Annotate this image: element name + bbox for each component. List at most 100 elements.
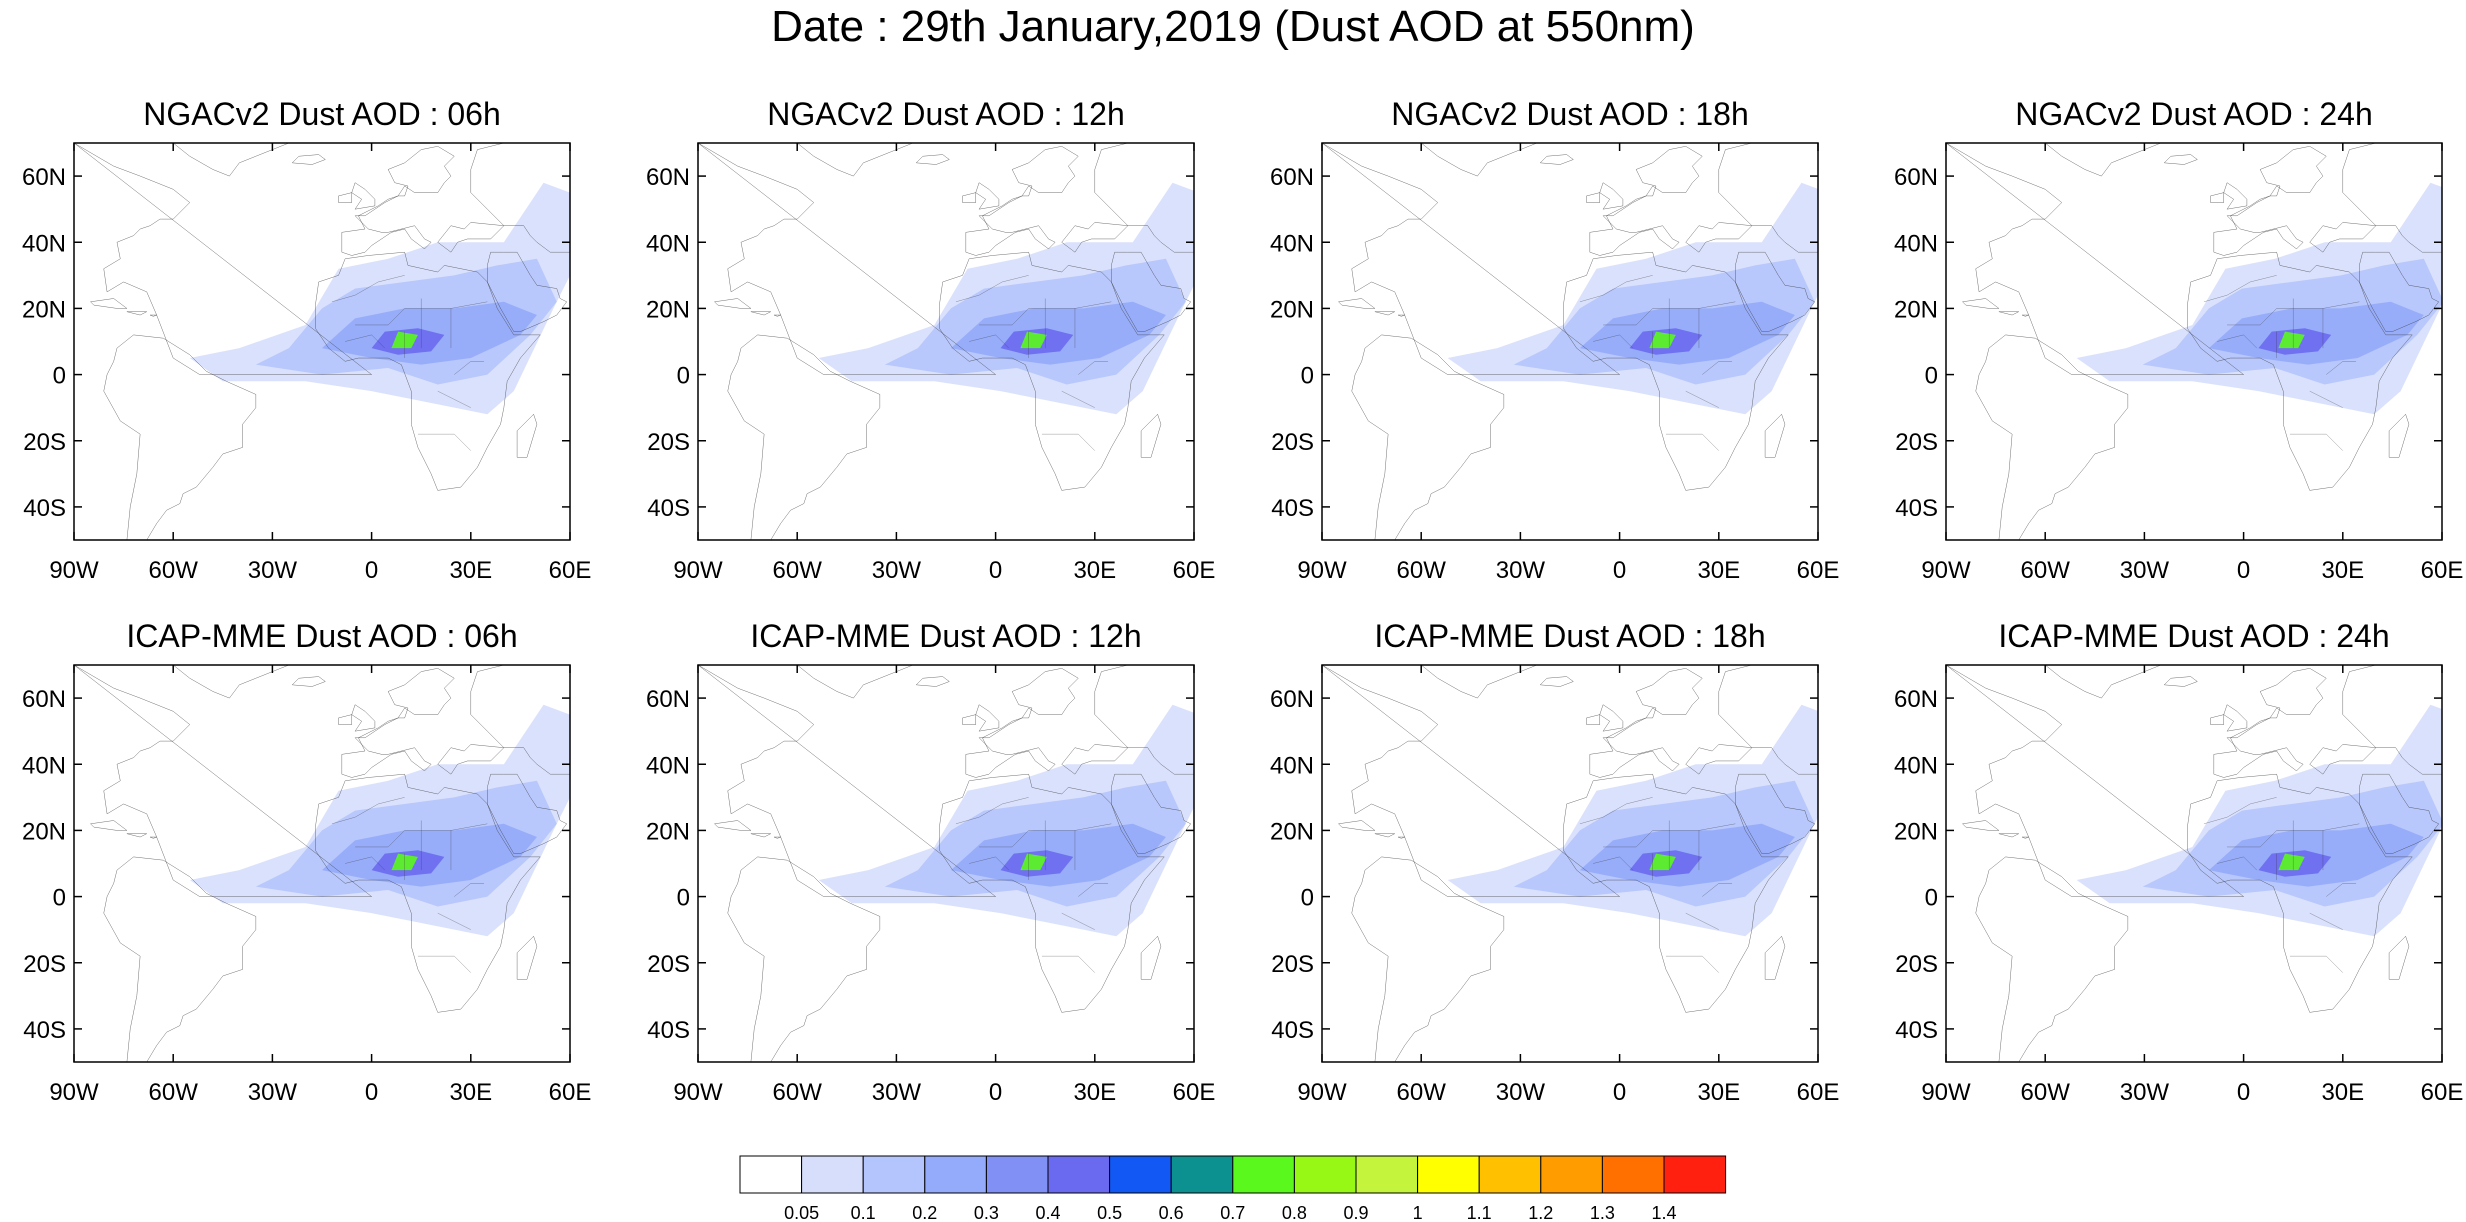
y-tick-label: 0 [1301, 885, 1314, 912]
x-tick-label: 0 [2237, 1079, 2250, 1106]
y-tick-label: 0 [677, 363, 690, 390]
y-tick-label: 20N [646, 296, 690, 323]
x-tick-label: 60E [1173, 557, 1216, 584]
x-tick-label: 30W [248, 557, 298, 584]
x-tick-label: 30E [1073, 1079, 1116, 1106]
map-panel: ICAP-MME Dust AOD : 06h 90W 60W 30W 0 30E 60E 6… [22, 618, 591, 1106]
colorbar-swatch [1047, 1155, 1111, 1194]
colorbar-label: 0.1 [851, 1203, 876, 1222]
map-frame [697, 664, 1195, 1063]
y-tick-label: 0 [1925, 885, 1938, 912]
y-tick-label: 20S [647, 429, 690, 456]
map-panel: NGACv2 Dust AOD : 24h 90W 60W 30W 0 30E 60E 60N… [1894, 96, 2463, 584]
x-tick-label: 0 [989, 557, 1002, 584]
colorbar-swatch [739, 1155, 803, 1194]
y-tick-label: 20S [647, 951, 690, 978]
colorbar-label: 1.4 [1651, 1203, 1676, 1222]
x-tick-label: 90W [49, 1079, 99, 1106]
y-tick-label: 20N [1894, 296, 1938, 323]
y-tick-label: 60N [1894, 164, 1938, 191]
colorbar-label: 1 [1413, 1203, 1423, 1222]
dust-aod-field [2278, 853, 2305, 871]
y-tick-label: 20S [1271, 429, 1314, 456]
colorbar-label: 1.2 [1528, 1203, 1553, 1222]
colorbar-label: 0.9 [1343, 1203, 1368, 1222]
y-tick-label: 20S [23, 951, 66, 978]
y-tick-label: 40N [1270, 230, 1314, 257]
colorbar-swatch [1170, 1155, 1234, 1194]
x-tick-label: 90W [673, 1079, 723, 1106]
y-tick-label: 60N [1894, 686, 1938, 713]
x-tick-label: 0 [2237, 557, 2250, 584]
colorbar-label: 1.1 [1467, 1203, 1492, 1222]
x-tick-label: 30W [2120, 1079, 2170, 1106]
map-frame [73, 664, 571, 1063]
y-tick-label: 40S [647, 495, 690, 522]
y-tick-label: 0 [53, 363, 66, 390]
colorbar-label: 0.4 [1035, 1203, 1060, 1222]
x-tick-label: 60E [549, 1079, 592, 1106]
x-tick-label: 30E [449, 1079, 492, 1106]
colorbar-label: 0.05 [784, 1203, 819, 1222]
x-tick-label: 60W [773, 1079, 823, 1106]
y-tick-label: 20N [22, 296, 66, 323]
y-tick-label: 60N [1270, 686, 1314, 713]
y-tick-label: 60N [1270, 164, 1314, 191]
map-frame [1945, 664, 2443, 1063]
y-tick-label: 40S [1895, 1017, 1938, 1044]
colorbar-swatch [1540, 1155, 1603, 1194]
x-tick-label: 60W [149, 557, 199, 584]
colorbar-swatch [1293, 1155, 1357, 1194]
y-tick-label: 20S [23, 429, 66, 456]
y-tick-label: 40S [1895, 495, 1938, 522]
y-tick-label: 20N [1270, 296, 1314, 323]
y-tick-label: 40N [646, 230, 690, 257]
x-tick-label: 60W [2021, 1079, 2071, 1106]
panel-title: ICAP-MME Dust AOD : 18h [1374, 618, 1765, 654]
y-tick-label: 40N [1894, 230, 1938, 257]
x-tick-label: 30E [1073, 557, 1116, 584]
map-frame [1945, 142, 2443, 541]
x-tick-label: 0 [365, 1079, 378, 1106]
colorbar-label: 0.8 [1282, 1203, 1307, 1222]
y-tick-label: 20S [1895, 951, 1938, 978]
x-tick-label: 30W [1496, 557, 1546, 584]
y-tick-label: 40S [1271, 495, 1314, 522]
x-tick-label: 0 [1613, 557, 1626, 584]
x-tick-label: 60E [1173, 1079, 1216, 1106]
x-tick-label: 30E [2321, 557, 2364, 584]
map-panel: ICAP-MME Dust AOD : 24h 90W 60W 30W 0 30E 60E 6… [1894, 618, 2463, 1106]
y-tick-label: 60N [22, 686, 66, 713]
colorbar-label: 1.3 [1590, 1203, 1615, 1222]
x-tick-label: 30W [248, 1079, 298, 1106]
colorbar-swatch [1355, 1155, 1419, 1194]
y-tick-label: 40S [23, 495, 66, 522]
panel-title: NGACv2 Dust AOD : 06h [143, 96, 500, 132]
colorbar-swatch [924, 1155, 987, 1194]
y-tick-label: 20S [1271, 951, 1314, 978]
x-tick-label: 30W [2120, 557, 2170, 584]
y-tick-label: 20N [646, 818, 690, 845]
colorbar-swatch [985, 1155, 1049, 1194]
colorbar-swatch [1663, 1155, 1727, 1194]
colorbar: 0.05 0.1 0.2 0.3 0.4 0.5 0.6 0.7 0.8 0.9 1 1.1 1.2 1.… [739, 1155, 1727, 1222]
panel-title: NGACv2 Dust AOD : 12h [767, 96, 1124, 132]
y-tick-label: 20S [1895, 429, 1938, 456]
colorbar-swatch [1478, 1155, 1542, 1194]
x-tick-label: 60W [773, 557, 823, 584]
panel-title: NGACv2 Dust AOD : 24h [2015, 96, 2372, 132]
x-tick-label: 60W [149, 1079, 199, 1106]
x-tick-label: 60W [1397, 557, 1447, 584]
panel-title: NGACv2 Dust AOD : 18h [1391, 96, 1748, 132]
y-tick-label: 20N [1894, 818, 1938, 845]
x-tick-label: 90W [1297, 557, 1347, 584]
y-tick-label: 0 [677, 885, 690, 912]
y-tick-label: 60N [22, 164, 66, 191]
y-tick-label: 40N [22, 230, 66, 257]
x-tick-label: 90W [49, 557, 99, 584]
y-tick-label: 40N [22, 752, 66, 779]
colorbar-swatch [1109, 1155, 1172, 1194]
dust-aod-field [1020, 853, 1047, 871]
y-tick-label: 60N [646, 686, 690, 713]
y-tick-label: 0 [1925, 363, 1938, 390]
